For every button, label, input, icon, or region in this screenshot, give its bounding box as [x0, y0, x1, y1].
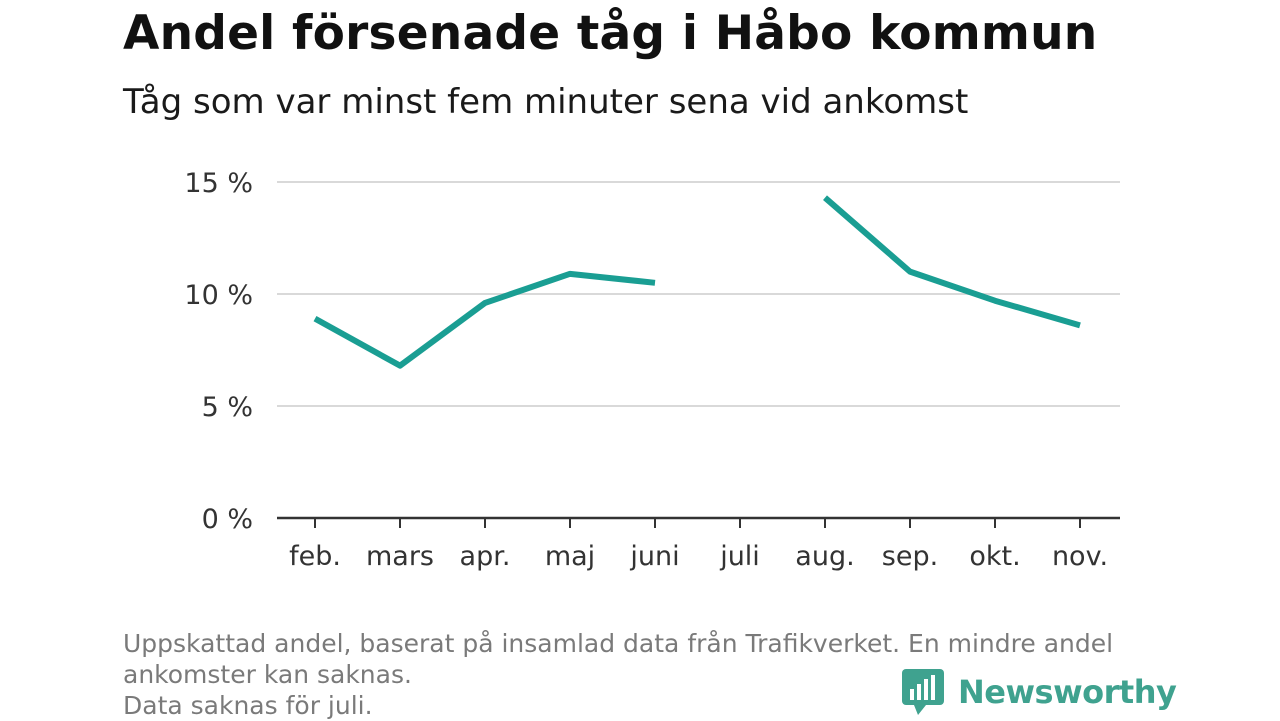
y-tick-label: 5 % — [202, 392, 253, 423]
x-tick-label: nov. — [1052, 541, 1108, 572]
x-tick-label: apr. — [460, 541, 511, 572]
x-tick-label: okt. — [969, 541, 1020, 572]
series-line — [313, 270, 656, 369]
x-tick-label: feb. — [289, 541, 341, 572]
footnote-line: Data saknas för juli. — [123, 691, 373, 720]
chart-subtitle: Tåg som var minst fem minuter sena vid a… — [123, 82, 969, 122]
x-tick-label: maj — [545, 541, 595, 572]
footnote-line: ankomster kan saknas. — [123, 660, 412, 689]
x-tick-label: aug. — [795, 541, 854, 572]
footnote: Uppskattad andel, baserat på insamlad da… — [123, 628, 1153, 721]
series-line — [823, 195, 1081, 329]
y-tick-label: 0 % — [202, 504, 253, 535]
brand-name: Newsworthy — [958, 673, 1177, 711]
chart-title: Andel försenade tåg i Håbo kommun — [123, 6, 1098, 61]
line-chart: 0 % 5 % 10 % 15 % feb. mars apr. maj juni juli aug… — [184, 168, 1120, 572]
bar-chart-speech-bubble-icon — [902, 669, 944, 715]
x-tick-label: juli — [719, 541, 760, 572]
x-tick-label: sep. — [882, 541, 938, 572]
x-tick-label: juni — [629, 541, 679, 572]
brand-logo: Newsworthy — [902, 668, 1177, 716]
x-tick-label: mars — [366, 541, 434, 572]
y-tick-label: 15 % — [184, 168, 253, 199]
y-tick-label: 10 % — [184, 280, 253, 311]
footnote-line: Uppskattad andel, baserat på insamlad da… — [123, 629, 1114, 658]
